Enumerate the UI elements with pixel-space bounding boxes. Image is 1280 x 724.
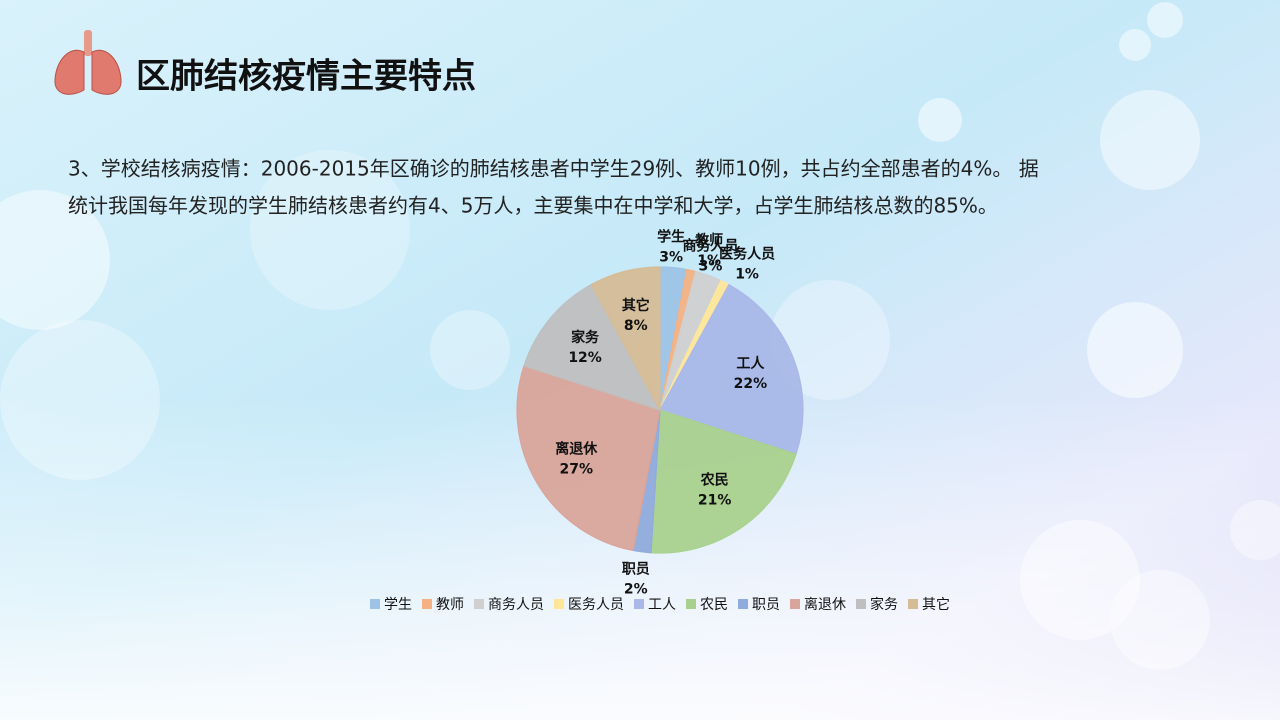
legend-swatch xyxy=(474,599,484,609)
data-label-value: 3% xyxy=(699,259,723,275)
legend-label: 职员 xyxy=(752,597,780,613)
legend-label: 教师 xyxy=(436,597,464,613)
data-label-value: 1% xyxy=(697,253,721,269)
pie-slice xyxy=(590,266,661,411)
data-label-name: 工人 xyxy=(736,355,765,372)
legend-label: 医务人员 xyxy=(568,597,624,613)
data-label-name: 医务人员 xyxy=(719,246,775,263)
pie-slice xyxy=(659,283,804,455)
data-label-name: 家务 xyxy=(571,329,600,346)
legend-swatch xyxy=(856,599,866,609)
pie-chart: 学生3%教师1%商务人员3%医务人员1%工人22%农民21%职员2%离退休27%… xyxy=(370,229,950,613)
legend-label: 商务人员 xyxy=(488,597,544,613)
legend-swatch xyxy=(908,599,918,609)
data-label-name: 学生 xyxy=(657,229,685,246)
data-label-value: 8% xyxy=(624,318,648,334)
data-label-value: 3% xyxy=(659,250,683,266)
data-label-value: 22% xyxy=(734,376,768,392)
legend-swatch xyxy=(686,599,696,609)
data-label-value: 1% xyxy=(735,267,759,283)
legend-label: 农民 xyxy=(700,597,728,613)
pie-slice xyxy=(523,283,662,412)
body-text: 3、学校结核病疫情：2006-2015年区确诊的肺结核患者中学生29例、教师10… xyxy=(68,157,1039,181)
legend: 学生 教师 商务人员 医务人员 工人 农民 职员 离退休 家务 其它 xyxy=(370,596,950,613)
lungs-icon xyxy=(54,30,122,95)
data-label-name: 其它 xyxy=(622,297,650,314)
legend-swatch xyxy=(554,599,564,609)
legend-swatch xyxy=(634,599,644,609)
data-label-value: 27% xyxy=(560,461,594,477)
pie-slice xyxy=(650,409,797,554)
legend-swatch xyxy=(790,599,800,609)
legend-swatch xyxy=(738,599,748,609)
data-label-name: 商务人员 xyxy=(683,238,739,255)
data-label-name: 离退休 xyxy=(555,440,598,457)
legend-label: 工人 xyxy=(648,597,676,613)
data-label-name: 农民 xyxy=(700,471,729,488)
data-label-value: 12% xyxy=(568,350,602,366)
slide-title: 区肺结核疫情主要特点 xyxy=(136,57,476,97)
legend-label: 学生 xyxy=(384,597,412,613)
data-label-value: 2% xyxy=(624,582,648,598)
legend-label: 家务 xyxy=(870,596,898,613)
legend-label: 离退休 xyxy=(804,596,846,613)
legend-swatch xyxy=(370,599,380,609)
body-text: 统计我国每年发现的学生肺结核患者约有4、5万人，主要集中在中学和大学，占学生肺结… xyxy=(68,194,998,218)
data-label-name: 教师 xyxy=(695,232,723,249)
data-label-value: 21% xyxy=(698,492,732,508)
legend-label: 其它 xyxy=(922,596,950,613)
legend-swatch xyxy=(422,599,432,609)
data-label-name: 职员 xyxy=(622,562,650,578)
pie-slice xyxy=(516,365,661,552)
